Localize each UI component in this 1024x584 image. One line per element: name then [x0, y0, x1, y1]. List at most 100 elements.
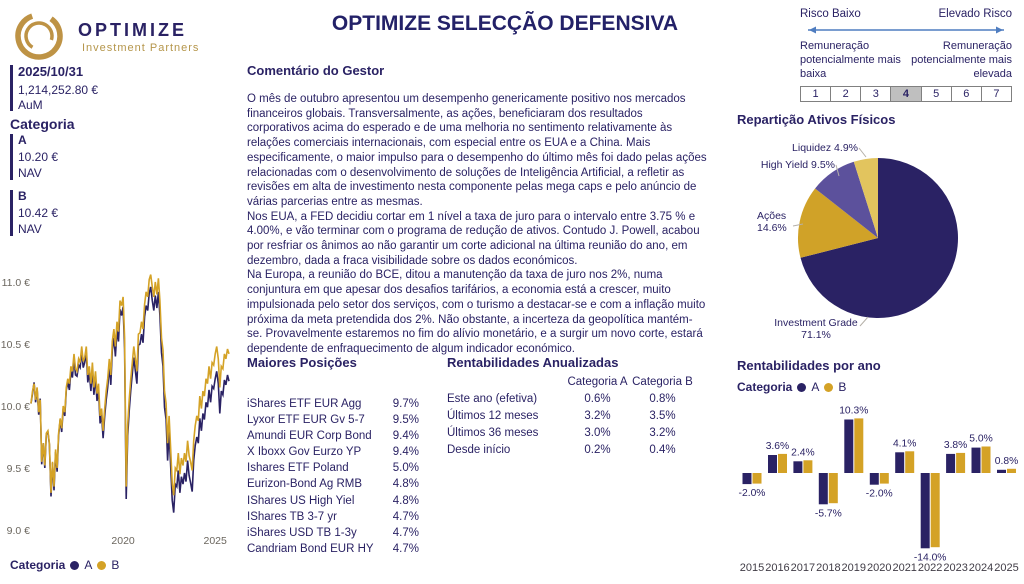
holding-row[interactable]: IShares US High Yiel 4.8%	[247, 493, 419, 509]
bar-2025-b[interactable]	[1007, 468, 1016, 473]
x-axis-tick: 2025	[204, 535, 228, 547]
annualized-value-a: 3.0%	[584, 427, 611, 439]
risk-notes: Remuneração potencialmente mais baixa Re…	[800, 39, 1012, 81]
bar-2023-b[interactable]	[956, 452, 966, 473]
holding-row[interactable]: IShares TB 3-7 yr 4.7%	[247, 509, 419, 525]
holding-name: Ishares ETF Poland	[247, 462, 349, 475]
bar-2015-a[interactable]	[742, 473, 752, 485]
annualized-col-b-header: Categoria B	[632, 376, 693, 388]
holding-name: X Iboxx Gov Eurzo YP	[247, 446, 362, 459]
bar-legend-dot-b-icon[interactable]	[824, 382, 834, 392]
category-a-nav: 10.20 €	[18, 150, 59, 164]
annualized-row[interactable]: Desde início 0.2% 0.4%	[447, 442, 695, 459]
bar-legend-a[interactable]: A	[811, 380, 820, 394]
annualized-value-b: 0.4%	[649, 444, 676, 456]
bar-2020-b[interactable]	[879, 473, 889, 484]
optimize-logo-icon	[15, 12, 63, 60]
bar-2018-b[interactable]	[828, 473, 838, 504]
holding-row[interactable]: iShares USD TB 1-3y 4.7%	[247, 525, 419, 541]
annualized-value-b: 3.2%	[649, 427, 676, 439]
bar-legend-b[interactable]: B	[838, 380, 847, 394]
holding-weight: 9.5%	[392, 414, 419, 427]
risk-low-label: Risco Baixo	[800, 8, 861, 20]
holding-row[interactable]: Lyxor ETF EUR Gv 5-7 9.5%	[247, 412, 419, 428]
bar-legend-dot-a-icon[interactable]	[797, 382, 807, 392]
bar-2016-a[interactable]	[768, 455, 777, 473]
bar-2019-a[interactable]	[844, 419, 854, 474]
holding-weight: 4.7%	[392, 526, 419, 539]
annualized-row-label: Este ano (efetiva)	[447, 393, 538, 405]
bar-2020-a[interactable]	[869, 473, 879, 485]
bar-2024-a[interactable]	[971, 447, 981, 473]
page-title: OPTIMIZE SELECÇÃO DEFENSIVA	[331, 12, 679, 35]
bar-2018-a[interactable]	[818, 473, 828, 505]
yearly-returns-heading: Rentabilidades por ano	[737, 358, 881, 373]
bar-year-label: 2016	[765, 562, 789, 574]
bar-year-label: 2025	[994, 562, 1018, 574]
risk-right-note: Remuneração potencialmente mais elevada	[911, 40, 1012, 80]
pie-label-liquidez: Liquidez 4.9%	[792, 142, 858, 154]
bar-2022-a[interactable]	[920, 473, 930, 549]
optimize-logo: OPTIMIZE Investment Partners	[12, 8, 222, 66]
annualized-value-b: 0.8%	[649, 393, 676, 405]
line-legend-a[interactable]: A	[84, 558, 93, 572]
bar-2021-a[interactable]	[895, 452, 905, 473]
risk-scale: Risco Baixo Elevado Risco Remuneração po…	[800, 8, 1012, 102]
allocation-pie-svg[interactable]	[735, 134, 1024, 352]
yearly-returns-bar-chart[interactable]: -2.0% 2015 3.6% 2016 2.4% 2017 -5.7% 2018 10.3% 2…	[735, 398, 1024, 580]
nav-evolution-line-chart[interactable]: 11.0 € 10.5 € 10.0 € 9.5 € 9.0 € 2020 2025	[0, 258, 240, 554]
bar-value-label: 3.6%	[766, 441, 789, 452]
line-legend-b[interactable]: B	[111, 558, 120, 572]
pie-leader-line	[859, 316, 869, 327]
holding-weight: 4.8%	[392, 478, 419, 491]
holding-row[interactable]: Amundi EUR Corp Bond 9.4%	[247, 428, 419, 444]
pie-slice-high-yield[interactable]	[815, 161, 878, 238]
y-axis-tick: 10.0 €	[1, 401, 30, 413]
category-b-nav: 10.42 €	[18, 206, 59, 220]
category-b-accent-bar	[10, 190, 13, 236]
holding-name: IShares US High Yiel	[247, 494, 355, 507]
pie-slice-investment-grade[interactable]	[800, 158, 959, 318]
bar-value-label: 5.0%	[969, 434, 992, 445]
pie-label-ações: Ações 14.6%	[757, 210, 817, 234]
bar-2023-a[interactable]	[946, 453, 956, 473]
holding-row[interactable]: Ishares ETF Poland 5.0%	[247, 460, 419, 476]
bar-2021-b[interactable]	[905, 451, 915, 473]
bar-year-label: 2015	[740, 562, 764, 574]
legend-dot-a-icon[interactable]	[70, 560, 80, 570]
x-axis-tick: 2020	[111, 535, 135, 547]
bar-year-label: 2023	[943, 562, 967, 574]
annualized-row[interactable]: Últimos 36 meses 3.0% 3.2%	[447, 425, 695, 442]
bar-value-label: 10.3%	[839, 405, 868, 416]
aum-label: AuM	[18, 98, 43, 112]
bar-value-label: -5.7%	[815, 508, 842, 519]
bar-2025-a[interactable]	[997, 469, 1006, 473]
holding-name: iShares USD TB 1-3y	[247, 526, 357, 539]
pie-slice-ações[interactable]	[797, 188, 878, 258]
nav-line-series-b[interactable]	[30, 274, 230, 496]
holding-row[interactable]: Eurizon-Bond Ag RMB 4.8%	[247, 476, 419, 492]
annualized-row[interactable]: Este ano (efetiva) 0.6% 0.8%	[447, 391, 695, 408]
allocation-pie-chart: Investment Grade 71.1% Ações 14.6% High Yiel…	[735, 134, 1024, 352]
risk-level-5: 5	[921, 86, 952, 102]
bar-2019-b[interactable]	[854, 418, 864, 473]
annualized-row[interactable]: Últimos 12 meses 3.2% 3.5%	[447, 408, 695, 425]
holding-row[interactable]: Candriam Bond EUR HY 4.7%	[247, 541, 419, 557]
y-axis-tick: 9.5 €	[7, 463, 31, 475]
risk-extremes: Risco Baixo Elevado Risco	[800, 8, 1012, 20]
category-b-name: B	[18, 189, 27, 203]
bar-2016-b[interactable]	[778, 453, 787, 473]
holding-row[interactable]: iShares ETF EUR Agg 9.7%	[247, 396, 419, 412]
allocation-heading: Repartição Ativos Físicos	[737, 112, 896, 127]
bar-2017-b[interactable]	[803, 460, 813, 473]
bar-2015-b[interactable]	[752, 473, 762, 484]
holding-weight: 4.8%	[392, 494, 419, 507]
annualized-heading: Rentabilidades Anualizadas	[447, 355, 619, 370]
pie-slice-liquidez[interactable]	[853, 158, 878, 238]
bar-2024-b[interactable]	[981, 446, 991, 474]
holding-row[interactable]: X Iboxx Gov Eurzo YP 9.4%	[247, 444, 419, 460]
bar-2022-b[interactable]	[930, 473, 940, 548]
legend-dot-b-icon[interactable]	[97, 560, 107, 570]
bar-2017-a[interactable]	[793, 461, 803, 473]
